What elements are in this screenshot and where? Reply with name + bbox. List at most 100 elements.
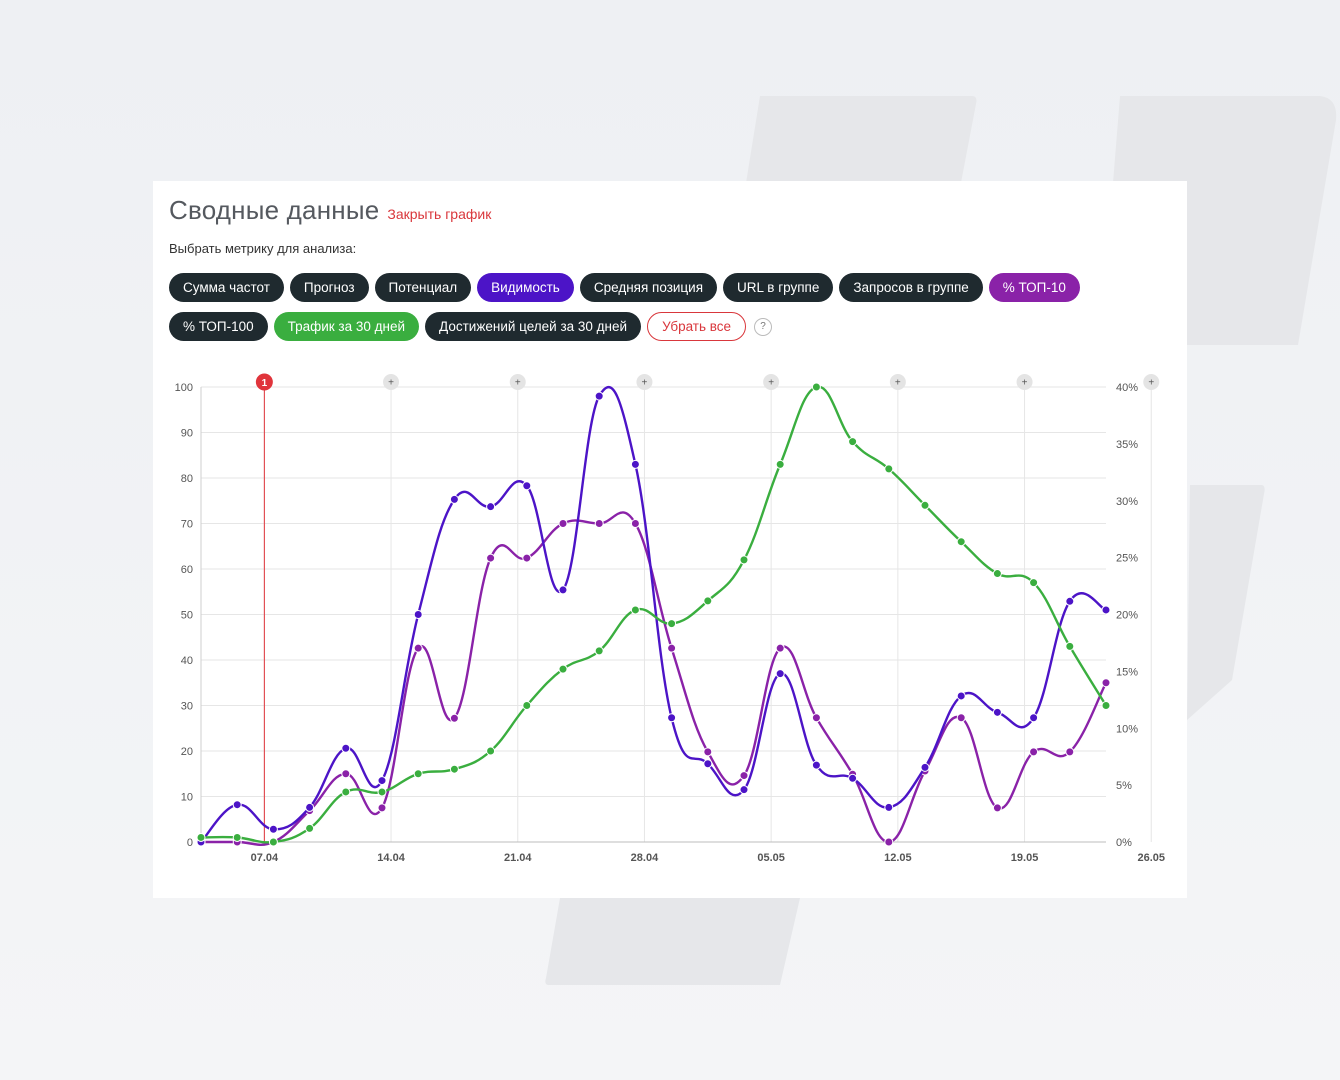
help-icon[interactable]: ?	[754, 317, 773, 336]
series-point-blue	[1029, 713, 1039, 723]
series-point-blue	[1101, 605, 1111, 615]
metric-button-goals-30d[interactable]: Достижений целей за 30 дней	[425, 312, 642, 341]
series-point-purple	[956, 713, 966, 723]
series-point-purple	[486, 553, 496, 563]
series-point-blue	[413, 610, 423, 619]
annotation-badge-label: 1	[262, 378, 268, 389]
add-annotation-icon[interactable]	[383, 374, 400, 390]
summary-card: Сводные данные Закрыть график Выбрать ме…	[153, 181, 1187, 898]
clear-all-button[interactable]: Убрать все	[647, 312, 747, 341]
metric-row-2: % ТОП-100 Трафик за 30 дней Достижений ц…	[169, 312, 1169, 341]
x-tick-label: 21.04	[504, 852, 532, 864]
series-point-blue	[558, 585, 568, 595]
series-point-green	[1029, 578, 1039, 588]
y-left-tick-label: 10	[181, 792, 193, 804]
metric-button-average-position[interactable]: Средняя позиция	[579, 273, 718, 302]
series-point-purple	[1029, 747, 1039, 757]
metric-button-visibility[interactable]: Видимость	[477, 273, 574, 302]
series-point-purple	[667, 643, 677, 653]
add-annotation-plus: +	[515, 378, 521, 389]
series-point-green	[268, 837, 278, 847]
y-left-tick-label: 50	[181, 610, 193, 622]
series-point-purple	[449, 713, 459, 723]
x-tick-label: 19.05	[1011, 852, 1039, 864]
series-point-purple	[522, 553, 532, 563]
series-point-blue	[920, 762, 930, 772]
series-point-purple	[630, 519, 640, 528]
series-point-purple	[1101, 678, 1111, 688]
y-right-tick-label: 15%	[1116, 666, 1138, 678]
metric-button-frequency-sum[interactable]: Сумма частот	[169, 273, 284, 302]
y-right-tick-label: 0%	[1116, 837, 1132, 849]
metric-selector: Сумма частот Прогноз Потенциал Видимость…	[169, 273, 1169, 351]
y-right-tick-label: 40%	[1116, 382, 1138, 394]
series-point-purple	[558, 519, 568, 528]
add-annotation-icon[interactable]	[763, 374, 780, 390]
add-annotation-icon[interactable]	[636, 374, 653, 390]
x-tick-label: 05.05	[757, 852, 785, 864]
add-annotation-plus: +	[642, 378, 648, 389]
add-annotation-icon[interactable]	[1016, 374, 1033, 390]
page-title: Сводные данные	[169, 195, 380, 225]
y-right-tick-label: 25%	[1116, 553, 1138, 565]
series-point-blue	[377, 776, 387, 786]
series-point-green	[558, 664, 568, 674]
series-point-blue	[848, 773, 858, 783]
add-annotation-plus: +	[1148, 378, 1154, 389]
y-left-tick-label: 60	[181, 564, 193, 576]
series-point-green	[667, 619, 677, 629]
annotation-badge[interactable]	[255, 373, 273, 391]
series-point-blue	[268, 824, 278, 834]
series-point-purple	[992, 803, 1002, 813]
metric-button-traffic-30d[interactable]: Трафик за 30 дней	[273, 312, 420, 341]
add-annotation-icon[interactable]	[509, 374, 526, 390]
x-tick-label: 12.05	[884, 852, 912, 864]
metric-button-top10[interactable]: % ТОП-10	[988, 273, 1080, 302]
series-line-purple	[201, 511, 1108, 846]
series-point-green	[449, 764, 459, 774]
series-point-green	[992, 569, 1002, 579]
series-point-green	[486, 746, 496, 756]
y-left-tick-label: 80	[181, 473, 193, 485]
add-annotation-icon[interactable]	[1143, 374, 1160, 390]
series-point-green	[594, 646, 604, 656]
series-point-green	[1101, 701, 1111, 710]
series-point-green	[341, 787, 351, 797]
series-point-blue	[811, 760, 821, 770]
series-point-blue	[703, 759, 713, 769]
series-point-purple	[413, 643, 423, 653]
title-row: Сводные данные Закрыть график	[169, 195, 491, 226]
series-point-green	[775, 459, 785, 469]
y-right-tick-label: 10%	[1116, 723, 1138, 735]
series-point-green	[377, 787, 387, 797]
metric-button-queries-in-group[interactable]: Запросов в группе	[839, 273, 983, 302]
series-point-purple	[703, 747, 713, 757]
y-right-tick-label: 35%	[1116, 439, 1138, 451]
series-point-blue	[449, 494, 459, 504]
series-point-green	[956, 537, 966, 547]
series-point-blue	[992, 707, 1002, 717]
x-tick-label: 07.04	[251, 852, 279, 864]
y-left-tick-label: 40	[181, 655, 193, 667]
series-point-purple	[1065, 747, 1075, 757]
add-annotation-plus: +	[1022, 378, 1028, 389]
add-annotation-icon[interactable]	[889, 374, 906, 390]
metric-button-forecast[interactable]: Прогноз	[289, 273, 369, 302]
series-line-blue	[200, 385, 1107, 843]
metric-row-1: Сумма частот Прогноз Потенциал Видимость…	[169, 273, 1169, 302]
summary-chart: 0 10 20 30 40 50 60 70 80 90 100 0% 5% 10% 15% 20% 25% 30…	[175, 373, 1165, 864]
close-chart-link[interactable]: Закрыть график	[387, 206, 492, 222]
metric-button-urls-in-group[interactable]: URL в группе	[723, 273, 834, 302]
series-point-purple	[775, 643, 785, 653]
series-point-purple	[341, 769, 351, 779]
series-point-blue	[522, 481, 532, 491]
series-point-green	[630, 605, 640, 615]
series-point-green	[703, 596, 713, 606]
y-left-tick-label: 100	[175, 382, 193, 394]
series-point-blue	[1065, 596, 1075, 606]
metric-button-top100[interactable]: % ТОП-100	[169, 312, 268, 341]
metric-button-potential[interactable]: Потенциал	[374, 273, 472, 302]
series-point-green	[196, 832, 206, 842]
y-left-tick-label: 0	[187, 837, 193, 849]
add-annotation-plus: +	[388, 378, 394, 389]
